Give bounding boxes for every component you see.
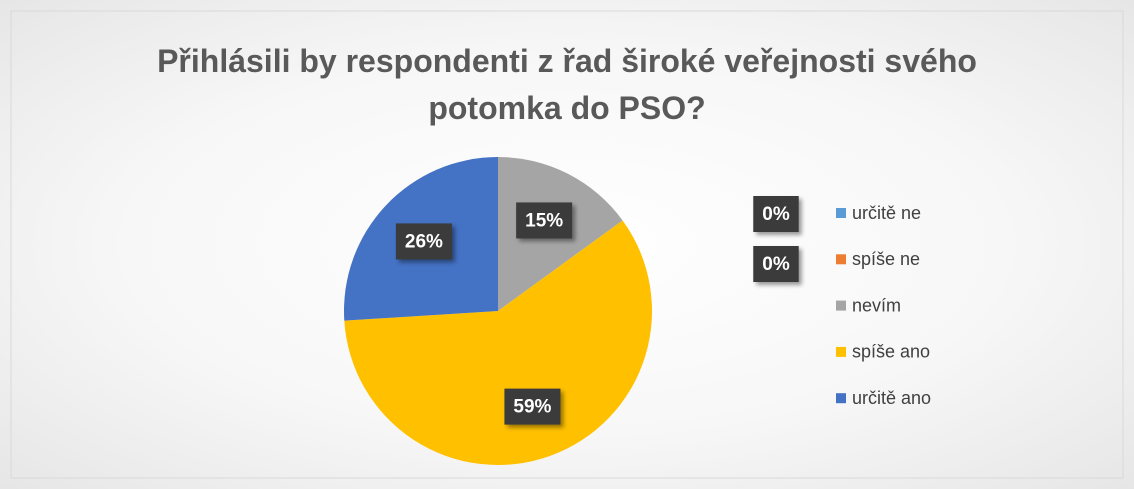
legend-swatch xyxy=(836,208,846,218)
chart-title: Přihlásili by respondenti z řad široké v… xyxy=(157,43,977,126)
legend-label: nevím xyxy=(852,295,901,315)
data-label-box xyxy=(395,223,452,260)
plot-border xyxy=(10,10,1124,479)
legend-label: spíše ano xyxy=(852,342,930,362)
data-label: 15% xyxy=(525,210,563,231)
legend-label: určitě ano xyxy=(852,388,931,408)
legend-label: určitě ne xyxy=(852,203,921,223)
data-label-box xyxy=(504,388,561,425)
legend-label: spíše ne xyxy=(852,249,920,269)
legend-swatch xyxy=(836,254,846,265)
data-label: 0% xyxy=(762,204,790,225)
legend-swatch xyxy=(836,346,846,357)
data-label: 0% xyxy=(762,254,790,275)
data-label-box xyxy=(516,202,573,239)
data-label: 26% xyxy=(405,231,443,252)
legend-swatch xyxy=(836,393,846,404)
data-label: 59% xyxy=(513,397,551,418)
pie-slice xyxy=(344,220,652,465)
legend-swatch xyxy=(836,300,846,311)
data-label-box xyxy=(753,246,799,282)
data-label-box xyxy=(753,196,799,232)
